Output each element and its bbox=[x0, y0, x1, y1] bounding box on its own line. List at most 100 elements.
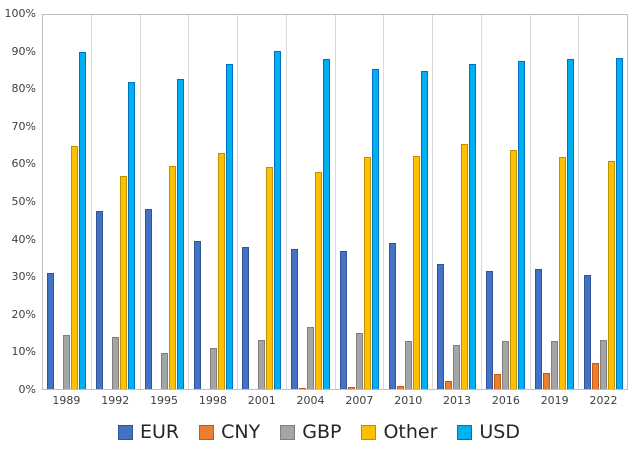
legend-item-other: Other bbox=[361, 421, 437, 443]
bar-other-2007 bbox=[363, 157, 371, 389]
legend-label-other: Other bbox=[383, 421, 438, 443]
bar-other-2022 bbox=[607, 160, 615, 389]
bar-gbp-2007 bbox=[355, 332, 363, 389]
bar-gbp-2019 bbox=[550, 341, 558, 389]
x-axis-label-2016: 2016 bbox=[491, 394, 520, 407]
bar-cny-2019 bbox=[542, 372, 550, 389]
bar-cny-2007 bbox=[347, 387, 355, 389]
bar-group-2010 bbox=[384, 15, 433, 389]
bar-eur-2022 bbox=[583, 274, 591, 389]
legend-item-usd: USD bbox=[457, 421, 520, 443]
bar-usd-2007 bbox=[371, 68, 379, 389]
bar-usd-2016 bbox=[518, 61, 526, 389]
y-axis-label-80: 80% bbox=[11, 82, 36, 96]
x-axis-label-1995: 1995 bbox=[150, 394, 179, 407]
legend: EUR CNY GBP Other USD bbox=[0, 416, 638, 448]
bar-gbp-2016 bbox=[502, 341, 510, 389]
bar-group-1992 bbox=[92, 15, 141, 389]
legend-swatch-eur bbox=[118, 424, 133, 440]
bar-other-2004 bbox=[315, 172, 323, 389]
bar-usd-2013 bbox=[469, 63, 477, 389]
bar-eur-2007 bbox=[339, 250, 347, 389]
y-axis-label-100: 100% bbox=[4, 7, 36, 20]
bar-usd-1992 bbox=[128, 82, 136, 389]
bar-group-2022 bbox=[579, 15, 627, 389]
bar-other-2010 bbox=[412, 156, 420, 389]
bar-group-2016 bbox=[482, 15, 531, 389]
bar-group-1998 bbox=[189, 15, 238, 389]
x-axis-label-2013: 2013 bbox=[443, 394, 472, 407]
bar-eur-1995 bbox=[144, 209, 152, 389]
x-axis-label-2022: 2022 bbox=[589, 394, 618, 407]
bar-group-2004 bbox=[287, 15, 336, 389]
bar-usd-1995 bbox=[176, 78, 184, 389]
y-axis-label-90: 90% bbox=[11, 44, 36, 58]
legend-label-cny: CNY bbox=[221, 421, 261, 443]
x-axis-label-1989: 1989 bbox=[52, 394, 81, 407]
legend-swatch-gbp bbox=[280, 424, 296, 440]
bar-eur-2001 bbox=[242, 246, 250, 389]
legend-label-usd: USD bbox=[479, 421, 520, 443]
bar-cny-2022 bbox=[591, 362, 599, 389]
legend-item-gbp: GBP bbox=[280, 421, 341, 443]
x-axis-label-2004: 2004 bbox=[296, 394, 325, 407]
y-axis-label-30: 30% bbox=[11, 270, 36, 284]
bar-gbp-2022 bbox=[599, 340, 607, 389]
bar-cny-2010 bbox=[396, 385, 404, 389]
bar-eur-1998 bbox=[193, 241, 201, 389]
x-axis-label-2007: 2007 bbox=[345, 394, 374, 407]
bar-gbp-2010 bbox=[404, 340, 412, 389]
bar-usd-2019 bbox=[566, 58, 574, 389]
y-axis-label-10: 10% bbox=[11, 345, 36, 359]
x-axis-label-2010: 2010 bbox=[394, 394, 423, 407]
bar-usd-1989 bbox=[79, 52, 87, 389]
x-axis-label-2001: 2001 bbox=[247, 394, 276, 407]
bar-other-2016 bbox=[510, 149, 518, 389]
bar-group-2001 bbox=[238, 15, 287, 389]
bar-cny-2004 bbox=[299, 388, 307, 389]
bar-other-2001 bbox=[266, 167, 274, 389]
legend-item-cny: CNY bbox=[199, 421, 260, 443]
bar-other-1995 bbox=[168, 166, 176, 389]
y-axis-label-50: 50% bbox=[11, 195, 36, 208]
bar-gbp-1992 bbox=[112, 337, 120, 389]
bar-cny-2016 bbox=[494, 374, 502, 389]
bar-eur-2013 bbox=[437, 263, 445, 389]
bar-gbp-2013 bbox=[453, 344, 461, 389]
x-axis-label-1998: 1998 bbox=[198, 394, 227, 407]
x-axis: 1989 1992 1995 1998 2001 2004 2007 2010 2013 2016… bbox=[42, 394, 628, 410]
bar-group-2019 bbox=[531, 15, 580, 389]
bar-gbp-1998 bbox=[209, 347, 217, 389]
legend-swatch-usd bbox=[457, 424, 473, 440]
bar-group-2007 bbox=[336, 15, 385, 389]
legend-label-eur: EUR bbox=[140, 421, 180, 443]
bar-eur-2019 bbox=[534, 269, 542, 389]
bar-eur-2010 bbox=[388, 243, 396, 389]
y-axis-label-60: 60% bbox=[11, 157, 36, 171]
bar-other-1989 bbox=[71, 145, 79, 389]
plot-area bbox=[42, 14, 628, 390]
y-axis-label-20: 20% bbox=[11, 307, 36, 321]
legend-swatch-cny bbox=[199, 424, 215, 440]
x-axis-label-2019: 2019 bbox=[540, 394, 569, 407]
bar-other-1992 bbox=[120, 175, 128, 389]
bar-gbp-1989 bbox=[63, 334, 71, 389]
legend-item-eur: EUR bbox=[118, 421, 179, 443]
bar-usd-1998 bbox=[225, 63, 233, 389]
y-axis-label-40: 40% bbox=[11, 232, 36, 246]
bar-other-2013 bbox=[461, 144, 469, 389]
bar-eur-2004 bbox=[291, 248, 299, 389]
bar-eur-2016 bbox=[486, 271, 494, 389]
bar-usd-2001 bbox=[274, 51, 282, 389]
legend-label-gbp: GBP bbox=[302, 421, 342, 443]
bar-usd-2022 bbox=[615, 58, 623, 389]
bar-cny-2013 bbox=[445, 380, 453, 389]
bar-other-1998 bbox=[217, 153, 225, 389]
legend-swatch-other bbox=[361, 424, 377, 440]
bar-usd-2004 bbox=[323, 58, 331, 389]
bar-usd-2010 bbox=[420, 71, 428, 389]
bar-eur-1989 bbox=[47, 273, 55, 389]
bar-gbp-2004 bbox=[307, 327, 315, 389]
bar-eur-1992 bbox=[96, 211, 104, 389]
